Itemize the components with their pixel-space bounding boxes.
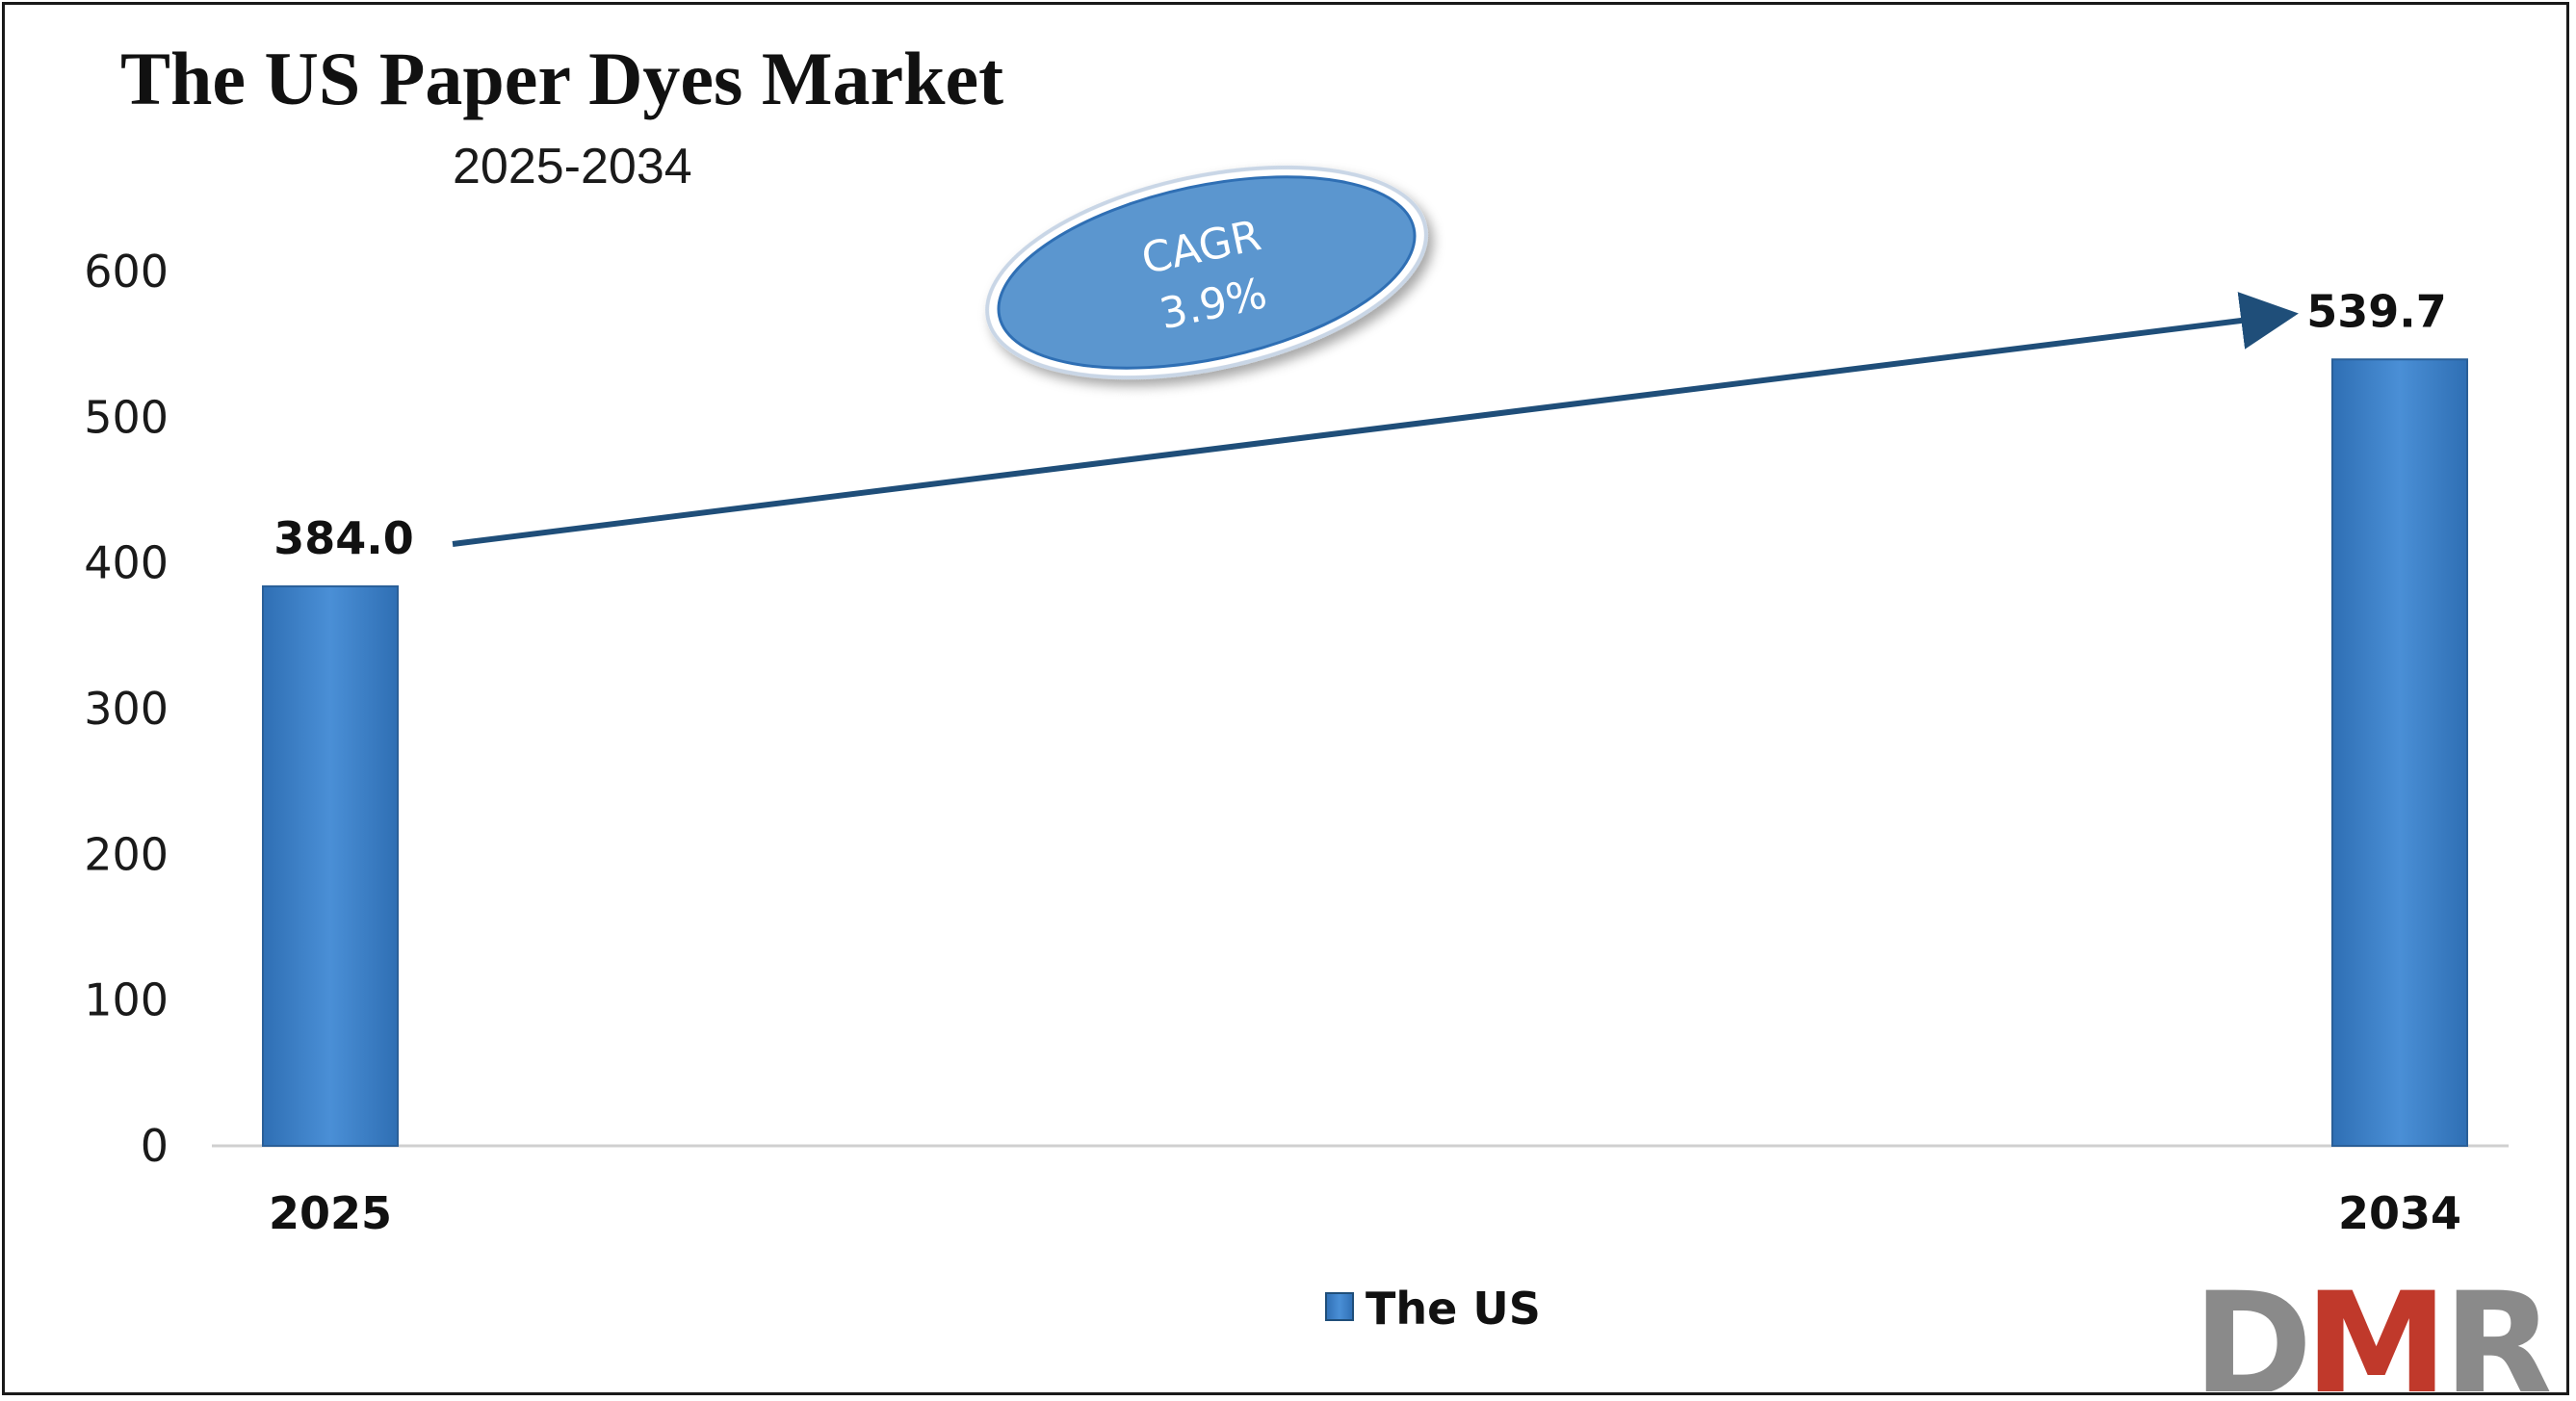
legend-label: The US: [1366, 1283, 1541, 1335]
growth-arrow: [452, 292, 2299, 547]
logo-letter-r: R: [2443, 1262, 2555, 1391]
data-label: 539.7: [2306, 285, 2447, 337]
bars-group: [262, 358, 2468, 1147]
bar: [2331, 358, 2468, 1147]
y-tick-label: 500: [84, 391, 169, 443]
y-tick-label: 300: [84, 683, 169, 735]
legend: The US: [1325, 1283, 1541, 1335]
bar: [262, 584, 399, 1147]
chart-subtitle: 2025-2034: [453, 139, 692, 195]
x-tick-label: 2025: [269, 1187, 392, 1239]
x-axis: 2025 2034: [269, 1187, 2461, 1239]
y-tick-label: 400: [84, 537, 169, 589]
data-labels-group: 384.0 539.7: [273, 285, 2447, 564]
logo-letter-d: D: [2193, 1262, 2313, 1391]
y-tick-label: 200: [84, 828, 169, 880]
data-label: 384.0: [273, 512, 414, 564]
cagr-badge: CAGR 3.9%: [985, 165, 1428, 380]
logo-letter-m: M: [2304, 1262, 2448, 1391]
y-tick-label: 600: [84, 246, 169, 298]
y-tick-label: 0: [141, 1120, 169, 1172]
legend-swatch: [1325, 1292, 1354, 1321]
y-axis: 0 100 200 300 400 500 600: [84, 246, 169, 1172]
dmr-logo: D M R: [2193, 1262, 2555, 1391]
x-tick-label: 2034: [2338, 1187, 2461, 1239]
y-tick-label: 100: [84, 974, 169, 1026]
chart-title: The US Paper Dyes Market: [120, 37, 1004, 120]
